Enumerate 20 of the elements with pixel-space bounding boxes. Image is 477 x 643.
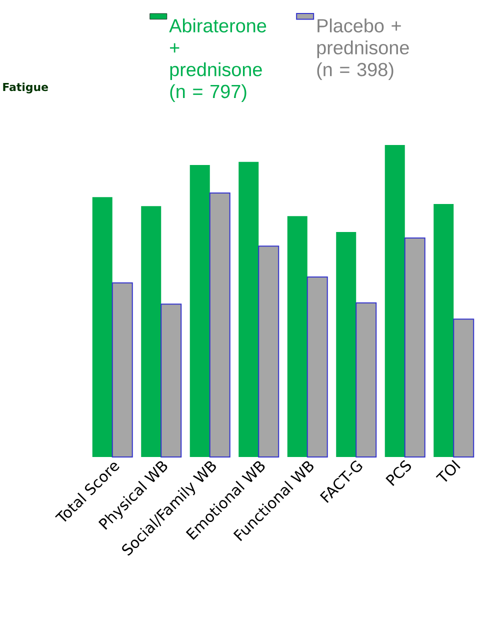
bar xyxy=(190,164,210,457)
bar xyxy=(336,232,356,457)
bar xyxy=(306,276,328,458)
text: Fatigue xyxy=(3,82,48,94)
bar xyxy=(404,237,426,458)
legend-label: Abiraterone + prednisone (n = 797) xyxy=(169,18,266,102)
bar xyxy=(453,318,474,458)
bar xyxy=(238,162,259,457)
bar xyxy=(434,204,454,457)
bar xyxy=(112,282,133,458)
bar xyxy=(209,192,230,458)
bar xyxy=(92,197,112,457)
legend-label: Placebo + prednisone (n = 398) xyxy=(317,18,409,80)
bar xyxy=(356,302,377,458)
x-tick-label: TOI xyxy=(436,460,460,482)
bar xyxy=(384,144,405,457)
bar xyxy=(141,206,162,457)
bar xyxy=(287,216,308,457)
bar xyxy=(258,246,280,458)
bar xyxy=(160,304,182,458)
